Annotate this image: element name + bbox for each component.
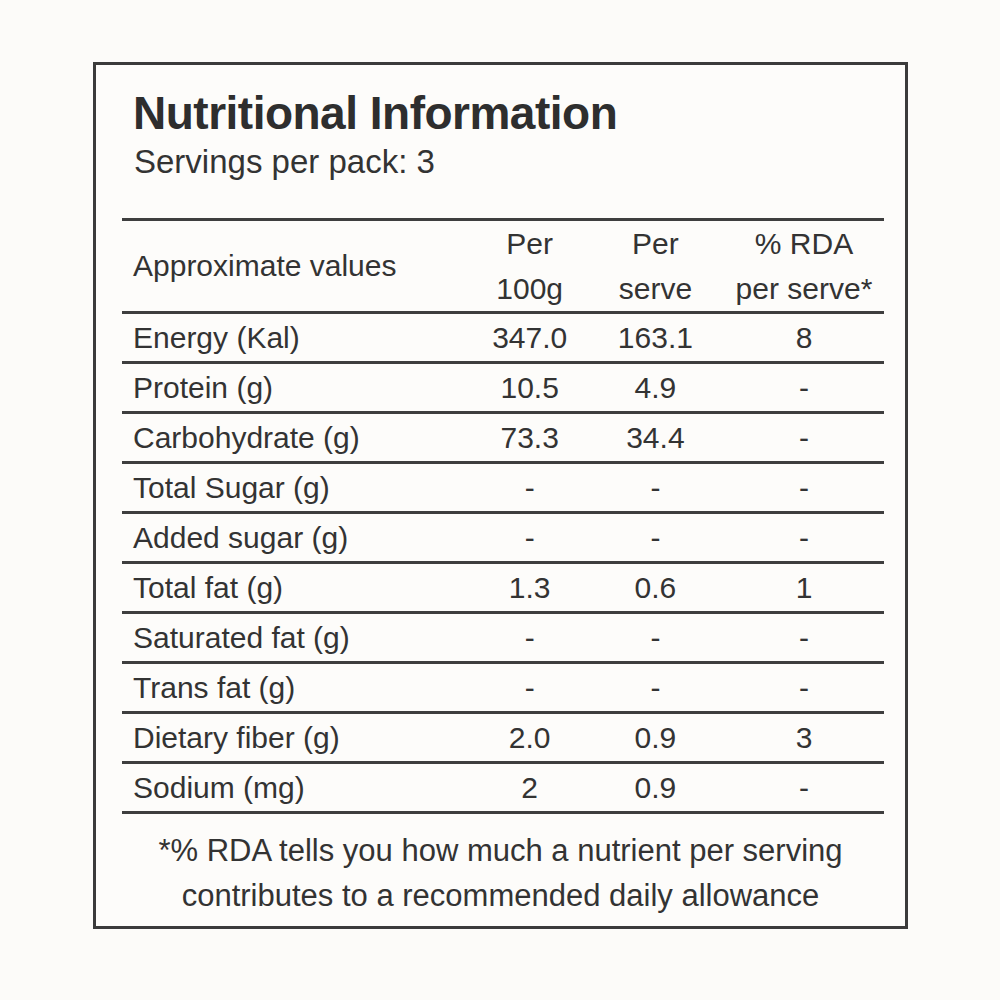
value-rda-per-serve: - bbox=[724, 521, 884, 555]
nutrient-name: Added sugar (g) bbox=[122, 521, 473, 555]
table-row: Trans fat (g) - - - bbox=[122, 664, 884, 714]
value-per-100g: - bbox=[473, 671, 587, 705]
nutrient-name: Total Sugar (g) bbox=[122, 471, 473, 505]
value-rda-per-serve: - bbox=[724, 771, 884, 805]
value-per-100g: 10.5 bbox=[473, 371, 587, 405]
nutrient-name: Sodium (mg) bbox=[122, 771, 473, 805]
value-per-100g: 1.3 bbox=[473, 571, 587, 605]
value-per-100g: 2 bbox=[473, 771, 587, 805]
value-rda-per-serve: - bbox=[724, 671, 884, 705]
nutrient-name: Carbohydrate (g) bbox=[122, 421, 473, 455]
value-rda-per-serve: - bbox=[724, 421, 884, 455]
value-per-serve: - bbox=[587, 621, 724, 655]
table-row: Protein (g) 10.5 4.9 - bbox=[122, 364, 884, 414]
header-rda-line1: % RDA bbox=[724, 221, 884, 266]
value-per-serve: - bbox=[587, 471, 724, 505]
table-row: Carbohydrate (g) 73.3 34.4 - bbox=[122, 414, 884, 464]
header-per-serve-line1: Per bbox=[587, 221, 724, 266]
table-row: Total Sugar (g) - - - bbox=[122, 464, 884, 514]
value-rda-per-serve: - bbox=[724, 621, 884, 655]
value-per-serve: 0.9 bbox=[587, 771, 724, 805]
nutrient-name: Total fat (g) bbox=[122, 571, 473, 605]
table-row: Saturated fat (g) - - - bbox=[122, 614, 884, 664]
header-rda-per-serve: % RDA per serve* bbox=[724, 221, 884, 311]
nutrient-name: Saturated fat (g) bbox=[122, 621, 473, 655]
nutrition-label: Nutritional Information Servings per pac… bbox=[93, 62, 908, 929]
value-per-serve: - bbox=[587, 521, 724, 555]
value-per-100g: - bbox=[473, 621, 587, 655]
value-rda-per-serve: 3 bbox=[724, 721, 884, 755]
value-per-100g: - bbox=[473, 471, 587, 505]
nutrient-name: Energy (Kal) bbox=[122, 321, 473, 355]
value-per-serve: 0.6 bbox=[587, 571, 724, 605]
header-rda-line2: per serve* bbox=[724, 266, 884, 311]
table-row: Energy (Kal) 347.0 163.1 8 bbox=[122, 314, 884, 364]
page-background: Nutritional Information Servings per pac… bbox=[0, 0, 1000, 1000]
value-per-serve: - bbox=[587, 671, 724, 705]
header-per-serve-line2: serve bbox=[587, 266, 724, 311]
footnote-line-1: *% RDA tells you how much a nutrient per… bbox=[96, 829, 905, 874]
label-title: Nutritional Information bbox=[133, 88, 875, 139]
value-rda-per-serve: 8 bbox=[724, 321, 884, 355]
nutrient-name: Protein (g) bbox=[122, 371, 473, 405]
nutrition-table: Approximate values Per 100g Per serve % … bbox=[122, 218, 884, 814]
value-per-serve: 0.9 bbox=[587, 721, 724, 755]
value-per-serve: 163.1 bbox=[587, 321, 724, 355]
table-row: Total fat (g) 1.3 0.6 1 bbox=[122, 564, 884, 614]
servings-per-pack: Servings per pack: 3 bbox=[134, 142, 905, 182]
rda-footnote: *% RDA tells you how much a nutrient per… bbox=[96, 829, 905, 919]
nutrient-name: Trans fat (g) bbox=[122, 671, 473, 705]
header-approximate-values: Approximate values bbox=[122, 249, 473, 283]
header-per-serve: Per serve bbox=[587, 221, 724, 311]
table-row: Dietary fiber (g) 2.0 0.9 3 bbox=[122, 714, 884, 764]
value-rda-per-serve: - bbox=[724, 371, 884, 405]
header-per-100g-line1: Per bbox=[473, 221, 587, 266]
value-per-100g: 2.0 bbox=[473, 721, 587, 755]
value-rda-per-serve: - bbox=[724, 471, 884, 505]
table-row: Sodium (mg) 2 0.9 - bbox=[122, 764, 884, 814]
table-header-row: Approximate values Per 100g Per serve % … bbox=[122, 221, 884, 314]
footnote-line-2: contributes to a recommended daily allow… bbox=[96, 874, 905, 919]
value-per-serve: 4.9 bbox=[587, 371, 724, 405]
value-rda-per-serve: 1 bbox=[724, 571, 884, 605]
header-per-100g: Per 100g bbox=[473, 221, 587, 311]
value-per-serve: 34.4 bbox=[587, 421, 724, 455]
table-body: Energy (Kal) 347.0 163.1 8 Protein (g) 1… bbox=[122, 314, 884, 814]
value-per-100g: - bbox=[473, 521, 587, 555]
nutrient-name: Dietary fiber (g) bbox=[122, 721, 473, 755]
table-row: Added sugar (g) - - - bbox=[122, 514, 884, 564]
value-per-100g: 73.3 bbox=[473, 421, 587, 455]
header-per-100g-line2: 100g bbox=[473, 266, 587, 311]
value-per-100g: 347.0 bbox=[473, 321, 587, 355]
